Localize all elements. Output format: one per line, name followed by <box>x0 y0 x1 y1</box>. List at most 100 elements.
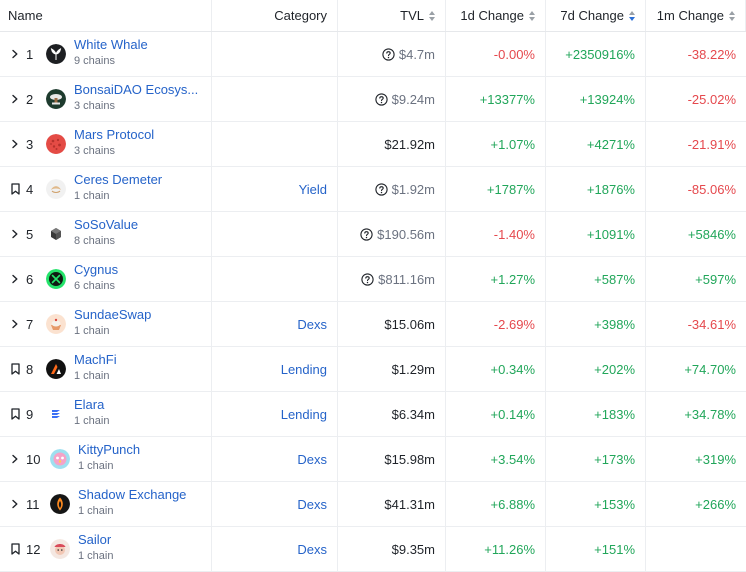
cell-category: Dexs <box>212 437 338 481</box>
row-rank: 8 <box>26 361 34 377</box>
table-row[interactable]: 1 White Whale 9 chains $4.7m -0.00% +2350916%… <box>0 32 746 77</box>
change-7d-value: +183% <box>594 406 635 422</box>
chevron-right-icon[interactable] <box>8 92 22 106</box>
column-header-category[interactable]: Category <box>212 0 338 31</box>
chevron-right-icon[interactable] <box>8 452 22 466</box>
column-header-7d-change[interactable]: 7d Change <box>546 0 646 31</box>
table-row[interactable]: 9 Elara 1 chain Lending $6.34m +0.14% +183% +34… <box>0 392 746 437</box>
cell-1m-change <box>646 527 746 571</box>
tvl-value: $9.24m <box>391 91 435 107</box>
cell-tvl: $9.35m <box>338 527 446 571</box>
tvl-value: $15.06m <box>384 316 435 332</box>
protocol-name-link[interactable]: MachFi <box>74 352 117 367</box>
cell-category <box>212 77 338 121</box>
protocol-name-link[interactable]: White Whale <box>74 37 148 52</box>
table-row[interactable]: 8 MachFi 1 chain Lending $1.29m +0.34% +202% +7… <box>0 347 746 392</box>
cell-name: 4 Ceres Demeter 1 chain <box>0 167 212 211</box>
protocol-name-link[interactable]: SoSoValue <box>74 217 139 232</box>
protocol-name-link[interactable]: SundaeSwap <box>74 307 152 322</box>
cell-category <box>212 32 338 76</box>
cell-name: 6 Cygnus 6 chains <box>0 257 212 301</box>
table-row[interactable]: 3 Mars Protocol 3 chains $21.92m +1.07% +4271… <box>0 122 746 167</box>
cell-1m-change: +74.70% <box>646 347 746 391</box>
category-link[interactable]: Lending <box>280 361 327 377</box>
protocol-name-link[interactable]: BonsaiDAO Ecosys... <box>74 82 199 97</box>
table-row[interactable]: 11 Shadow Exchange 1 chain Dexs $41.31m +6.88… <box>0 482 746 527</box>
category-link[interactable]: Lending <box>280 406 327 422</box>
ceres-demeter-logo <box>46 179 66 199</box>
protocol-name-link[interactable]: Sailor <box>78 532 112 547</box>
table-row[interactable]: 2 BonsaiDAO Ecosys... 3 chains $9.24m +13377… <box>0 77 746 122</box>
cell-7d-change: +4271% <box>546 122 646 166</box>
row-rank: 11 <box>26 496 40 512</box>
bookmark-icon[interactable] <box>8 407 22 421</box>
protocol-name-link[interactable]: Shadow Exchange <box>78 487 187 502</box>
change-7d-value: +151% <box>594 541 635 557</box>
question-circle-icon[interactable] <box>360 227 373 241</box>
cygnus-logo <box>46 269 66 289</box>
cell-7d-change: +153% <box>546 482 646 526</box>
tvl-value: $190.56m <box>377 226 435 242</box>
column-header-1d-change[interactable]: 1d Change <box>446 0 546 31</box>
cell-1m-change: +266% <box>646 482 746 526</box>
row-rank: 12 <box>26 541 41 557</box>
category-link[interactable]: Dexs <box>297 541 327 557</box>
chevron-right-icon[interactable] <box>8 227 22 241</box>
category-link[interactable]: Dexs <box>297 451 327 467</box>
cell-1d-change: +0.14% <box>446 392 546 436</box>
question-circle-icon[interactable] <box>361 272 374 286</box>
change-7d-value: +173% <box>594 451 635 467</box>
chain-count: 1 chain <box>74 370 110 382</box>
column-header-tvl[interactable]: TVL <box>338 0 446 31</box>
bookmark-icon[interactable] <box>8 542 22 556</box>
protocol-name-link[interactable]: Ceres Demeter <box>74 172 163 187</box>
chevron-right-icon[interactable] <box>8 497 22 511</box>
sort-icon[interactable] <box>729 10 735 21</box>
row-rank: 4 <box>26 181 34 197</box>
chevron-right-icon[interactable] <box>8 317 22 331</box>
cell-1d-change: -1.40% <box>446 212 546 256</box>
cell-1d-change: +6.88% <box>446 482 546 526</box>
cell-1d-change: -0.00% <box>446 32 546 76</box>
question-circle-icon[interactable] <box>374 182 388 196</box>
change-7d-value: +202% <box>594 361 635 377</box>
cell-1m-change: -38.22% <box>646 32 746 76</box>
table-row[interactable]: 10 KittyPunch 1 chain Dexs $15.98m +3.54% +173… <box>0 437 746 482</box>
chain-count: 3 chains <box>74 145 115 157</box>
change-1m-value: -38.22% <box>687 46 736 62</box>
protocol-name-link[interactable]: Mars Protocol <box>74 127 155 142</box>
protocol-name-link[interactable]: KittyPunch <box>78 442 141 457</box>
row-rank: 3 <box>26 136 34 152</box>
protocol-name-link[interactable]: Elara <box>74 397 105 412</box>
table-row[interactable]: 4 Ceres Demeter 1 chain Yield $1.92m +1787% +1… <box>0 167 746 212</box>
column-header-1m-change[interactable]: 1m Change <box>646 0 746 31</box>
category-link[interactable]: Dexs <box>297 316 327 332</box>
category-link[interactable]: Yield <box>298 181 327 197</box>
chevron-right-icon[interactable] <box>8 47 22 61</box>
cell-tvl: $21.92m <box>338 122 446 166</box>
question-circle-icon[interactable] <box>374 92 388 106</box>
change-1d-value: +3.54% <box>490 451 535 467</box>
sort-descending-icon[interactable] <box>629 10 635 21</box>
protocol-name-link[interactable]: Cygnus <box>74 262 119 277</box>
sort-icon[interactable] <box>529 10 535 21</box>
change-7d-value: +1091% <box>586 226 635 242</box>
change-7d-value: +587% <box>594 271 635 287</box>
sort-icon[interactable] <box>429 10 435 21</box>
table-row[interactable]: 7 SundaeSwap 1 chain Dexs $15.06m -2.69% +398%… <box>0 302 746 347</box>
chevron-right-icon[interactable] <box>8 272 22 286</box>
question-circle-icon[interactable] <box>382 47 395 61</box>
table-row[interactable]: 12 Sailor 1 chain Dexs $9.35m +11.26% +151% <box>0 527 746 572</box>
bookmark-icon[interactable] <box>8 182 22 196</box>
column-header-name[interactable]: Name <box>0 0 212 31</box>
cell-tvl: $1.92m <box>338 167 446 211</box>
change-1d-value: +0.34% <box>490 361 535 377</box>
table-row[interactable]: 5 SoSoValue 8 chains $190.56m -1.40% +1091% +5… <box>0 212 746 257</box>
chevron-right-icon[interactable] <box>8 137 22 151</box>
cell-1d-change: +1787% <box>446 167 546 211</box>
category-link[interactable]: Dexs <box>297 496 327 512</box>
bookmark-icon[interactable] <box>8 362 22 376</box>
bonsaidao-logo <box>46 89 66 109</box>
table-row[interactable]: 6 Cygnus 6 chains $811.16m +1.27% +587% +597% <box>0 257 746 302</box>
cell-1d-change: +3.54% <box>446 437 546 481</box>
